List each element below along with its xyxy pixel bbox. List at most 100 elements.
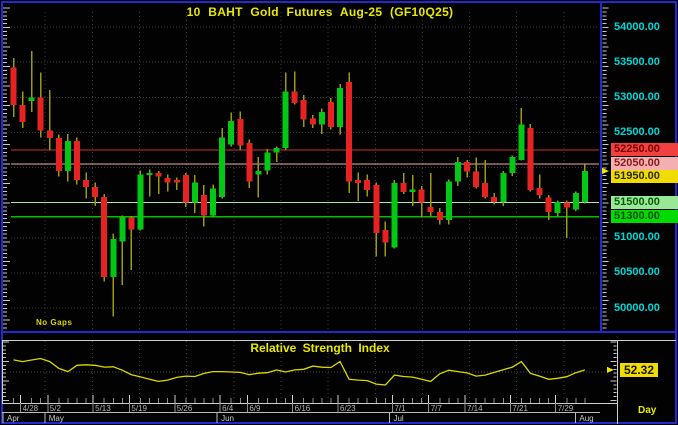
rsi-title: Relative Strength Index [250, 341, 390, 355]
candle-up [518, 124, 525, 160]
candle-up [554, 201, 561, 214]
month-label: Apr [7, 414, 20, 423]
candle-down [427, 206, 434, 212]
candle-up [219, 137, 226, 198]
price-axis-label: 50000.00 [614, 301, 660, 314]
candle-up [64, 140, 71, 172]
candle-down [46, 130, 53, 138]
candle-down [291, 91, 298, 103]
candle-down [473, 171, 480, 188]
date-tick-label: 7/14 [467, 404, 483, 413]
price-axis-label: 51000.00 [614, 231, 660, 244]
candle-down [19, 104, 26, 122]
date-tick-label: 7/29 [557, 404, 574, 413]
candle-up [255, 171, 262, 175]
candle-down [364, 180, 371, 190]
candle-down [55, 137, 62, 172]
candle-down [246, 142, 253, 182]
candle-down [536, 187, 543, 195]
candle-up [110, 239, 117, 278]
date-tick-label: 5/26 [176, 404, 193, 413]
price-level-label[interactable]: 52050.00 [611, 157, 678, 171]
main-plot-area[interactable] [11, 11, 599, 330]
candle-down [128, 217, 135, 230]
candle-up [337, 88, 344, 127]
candle-up [454, 161, 461, 182]
last-price-label: 51950.00 [611, 170, 678, 184]
date-tick-label: 5/19 [131, 404, 147, 413]
candle-up [445, 181, 452, 221]
price-axis-label: 53000.00 [614, 90, 660, 103]
candle-down [545, 197, 552, 212]
no-gaps-label: No Gaps [36, 318, 73, 327]
price-axis-label: 50500.00 [614, 266, 660, 279]
month-label: Jul [393, 414, 404, 423]
candle-down [382, 230, 389, 243]
candle-up [282, 91, 289, 148]
candle-down [155, 173, 162, 177]
month-label: Jun [221, 414, 235, 423]
candle-down [10, 67, 17, 105]
candle-down [92, 187, 99, 198]
candle-down [173, 180, 180, 183]
candle-up [210, 188, 217, 216]
candle-down [355, 180, 362, 183]
candle-down [73, 140, 80, 181]
date-tick-label: 7/7 [430, 404, 442, 413]
candle-up [409, 189, 416, 193]
candle-down [346, 81, 353, 182]
candle-up [28, 97, 35, 101]
date-tick-label: 7/21 [512, 404, 528, 413]
price-level-label[interactable]: 52250.00 [611, 143, 678, 157]
date-tick-label: 4/28 [22, 404, 39, 413]
candle-up [264, 152, 271, 171]
price-axis-label: 54000.00 [614, 20, 660, 33]
candle-up [119, 217, 126, 242]
candle-up [318, 112, 325, 125]
candle-up [500, 173, 507, 202]
candle-down [164, 178, 171, 183]
candle-down [400, 182, 407, 193]
candle-up [572, 192, 579, 210]
month-label: May [48, 414, 64, 423]
candle-up [581, 171, 588, 202]
date-tick-label: 6/16 [294, 404, 311, 413]
candle-down [563, 202, 570, 208]
date-tick-label: 5/13 [95, 404, 111, 413]
last-price-arrow-icon [602, 168, 609, 175]
candle-down [309, 118, 316, 125]
candle-up [273, 147, 280, 153]
candle-down [182, 175, 189, 203]
candle-down [37, 97, 44, 131]
price-level-label[interactable]: 51500.00 [611, 196, 678, 210]
date-tick-label: 6/4 [222, 404, 234, 413]
candle-down [436, 211, 443, 221]
date-tick-label: 5/2 [49, 404, 61, 413]
candle-down [373, 185, 380, 233]
chart-title: 10 BAHT Gold Futures Aug-25 (GF10Q25) [186, 5, 454, 19]
candle-up [191, 182, 198, 203]
candle-down [418, 189, 425, 203]
candle-up [146, 173, 153, 175]
date-tick-label: 6/23 [340, 404, 356, 413]
rsi-value-arrow-icon [607, 366, 614, 373]
rsi-line [13, 357, 586, 386]
date-tick-label: 7/1 [394, 404, 406, 413]
date-tick-label: 6/9 [249, 404, 261, 413]
rsi-last-value-badge: 52.32 [620, 362, 659, 377]
candle-down [327, 102, 334, 127]
candle-down [200, 194, 207, 216]
candle-down [527, 128, 534, 190]
candle-down [464, 161, 470, 172]
candle-down [482, 182, 489, 198]
timeframe-label[interactable]: Day [638, 405, 657, 416]
price-axis-label: 53500.00 [614, 55, 660, 68]
candle-up [228, 121, 235, 145]
price-level-label[interactable]: 51300.00 [611, 210, 678, 224]
candle-down [491, 197, 498, 202]
candle-down [237, 119, 244, 146]
candle-up [509, 156, 516, 174]
candle-down [101, 197, 108, 278]
